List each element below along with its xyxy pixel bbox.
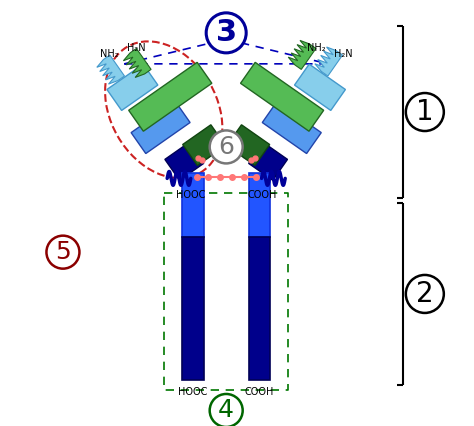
Text: 1: 1 [416, 98, 434, 126]
Polygon shape [131, 101, 190, 153]
Text: COOH: COOH [247, 190, 276, 200]
Polygon shape [294, 64, 346, 110]
Polygon shape [288, 40, 316, 69]
Polygon shape [227, 125, 270, 165]
Polygon shape [315, 47, 343, 76]
Polygon shape [182, 125, 226, 165]
FancyBboxPatch shape [182, 173, 203, 237]
Text: 2: 2 [416, 280, 434, 308]
Polygon shape [97, 55, 125, 84]
Text: NH₂: NH₂ [307, 43, 326, 53]
Text: H₂N: H₂N [127, 43, 145, 53]
Text: 4: 4 [218, 398, 234, 423]
Polygon shape [262, 101, 321, 153]
Polygon shape [107, 64, 158, 110]
Text: HOOC: HOOC [178, 387, 208, 397]
Text: 5: 5 [55, 240, 71, 264]
FancyBboxPatch shape [249, 237, 271, 380]
Polygon shape [240, 62, 324, 131]
Text: NH₂: NH₂ [100, 49, 118, 59]
Polygon shape [123, 49, 151, 78]
Text: 6: 6 [218, 135, 234, 159]
Polygon shape [165, 142, 204, 180]
Text: 3: 3 [216, 18, 237, 47]
Polygon shape [249, 142, 288, 180]
Text: HOOC: HOOC [176, 190, 205, 200]
Text: COOH: COOH [245, 387, 274, 397]
FancyBboxPatch shape [249, 173, 271, 237]
Polygon shape [129, 62, 212, 131]
FancyBboxPatch shape [182, 237, 203, 380]
Text: H₂N: H₂N [334, 49, 352, 59]
